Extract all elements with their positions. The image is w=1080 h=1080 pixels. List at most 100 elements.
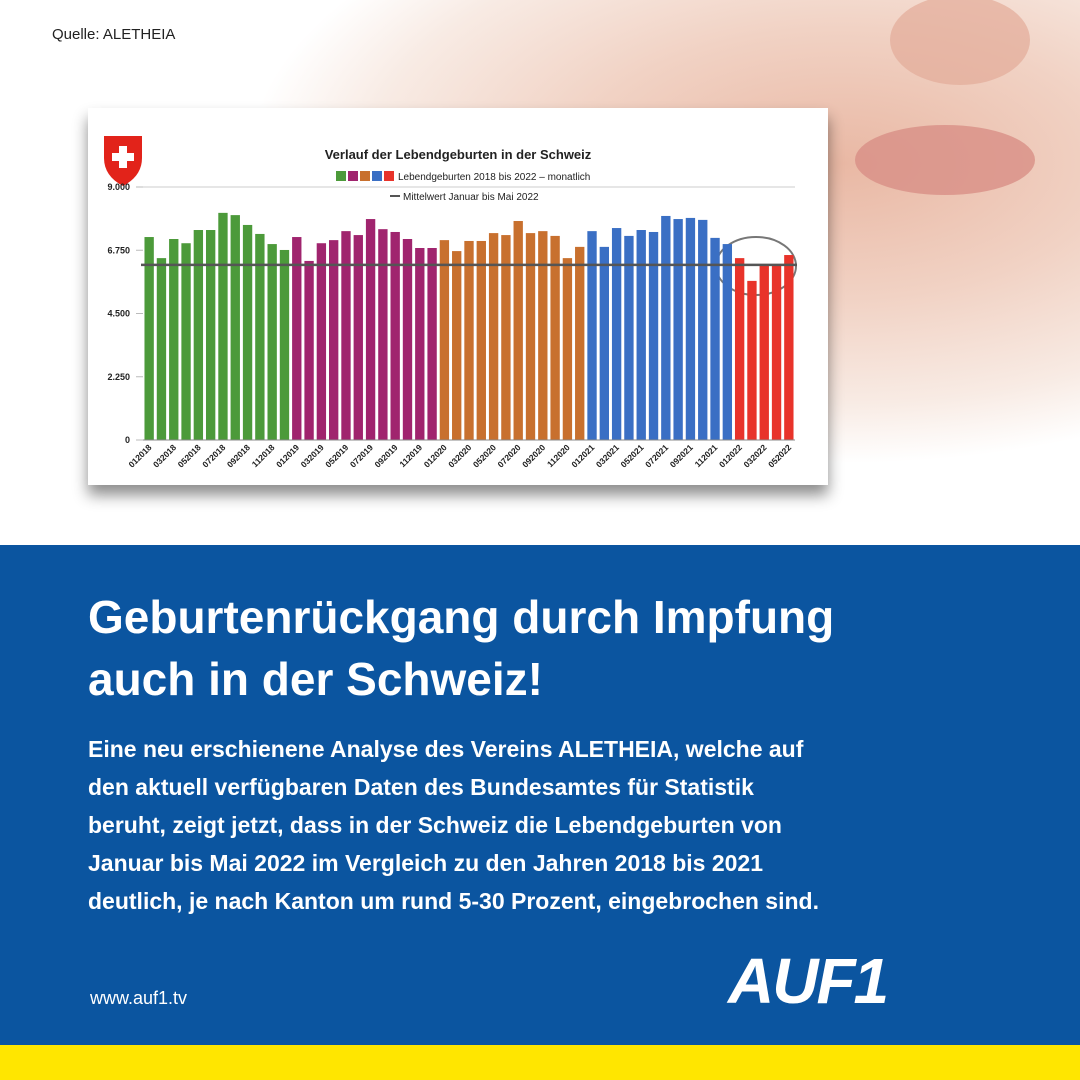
bar xyxy=(747,280,757,440)
headline: Geburtenrückgang durch Impfung auch in de… xyxy=(88,586,834,710)
bar xyxy=(488,233,499,440)
bar xyxy=(636,230,646,440)
bar xyxy=(784,255,794,440)
x-tick-label: 032020 xyxy=(446,442,473,469)
yellow-band xyxy=(0,1045,1080,1080)
bar xyxy=(476,240,486,440)
bar xyxy=(685,217,696,440)
bar xyxy=(169,239,179,440)
chart: Verlauf der Lebendgeburten in der Schwei… xyxy=(104,136,797,469)
body-line: deutlich, je nach Kanton um rund 5-30 Pr… xyxy=(88,888,819,914)
x-tick-label: 052019 xyxy=(323,442,350,469)
x-tick-label: 012019 xyxy=(274,442,301,469)
body-line: den aktuell verfügbaren Daten des Bundes… xyxy=(88,774,754,800)
x-tick-label: 012021 xyxy=(569,442,596,469)
bar xyxy=(710,237,720,440)
bar xyxy=(255,233,265,440)
x-tick-label: 072021 xyxy=(643,442,670,469)
bar xyxy=(439,240,450,440)
text-panel xyxy=(0,545,1080,1045)
y-tick-label: 6.750 xyxy=(107,245,130,255)
bar xyxy=(611,228,622,440)
body-line: beruht, zeigt jetzt, dass in der Schweiz… xyxy=(88,812,782,838)
bar xyxy=(181,243,191,440)
bar xyxy=(648,231,659,440)
bar xyxy=(587,231,597,440)
bar xyxy=(599,246,609,440)
bar xyxy=(365,219,376,440)
logo: AUF1 xyxy=(728,945,889,1017)
x-tick-label: 112020 xyxy=(545,442,572,469)
chart-card: Verlauf der Lebendgeburten in der Schwei… xyxy=(88,108,828,485)
x-tick-label: 052021 xyxy=(619,442,646,469)
bar xyxy=(722,244,733,440)
x-tick-label: 112019 xyxy=(397,442,424,469)
y-tick-label: 0 xyxy=(125,435,130,445)
body-line: Eine neu erschienene Analyse des Vereins… xyxy=(88,736,804,762)
legend: Lebendgeburten 2018 bis 2022 – monatlich… xyxy=(336,171,590,203)
bar xyxy=(562,258,573,440)
bar xyxy=(673,219,683,440)
bar xyxy=(550,235,560,440)
bar xyxy=(661,215,671,440)
bar xyxy=(144,237,154,440)
x-tick-label: 092020 xyxy=(520,442,547,469)
url: www.auf1.tv xyxy=(90,988,188,1008)
x-tick-label: 092019 xyxy=(372,442,399,469)
bar xyxy=(513,221,523,440)
x-tick-label: 012018 xyxy=(126,442,153,469)
bar xyxy=(624,235,634,440)
x-tick-label: 032018 xyxy=(151,442,178,469)
x-tick-label: 012020 xyxy=(422,442,449,469)
x-tick-label: 012022 xyxy=(717,442,744,469)
bar xyxy=(267,244,277,440)
bar xyxy=(378,229,388,440)
bar xyxy=(575,246,585,440)
x-tick-label: 092018 xyxy=(225,442,252,469)
swiss-cross xyxy=(112,146,134,168)
bar xyxy=(698,219,708,440)
x-tick-label: 052020 xyxy=(471,442,498,469)
y-tick-label: 4.500 xyxy=(107,309,130,319)
x-tick-label: 112021 xyxy=(693,442,720,469)
bar xyxy=(390,231,400,440)
body-text: Eine neu erschienene Analyse des Vereins… xyxy=(88,730,819,920)
legend-swatch xyxy=(336,171,346,181)
bar xyxy=(415,248,425,440)
bar xyxy=(292,237,302,440)
bar xyxy=(218,212,228,440)
x-tick-label: 052022 xyxy=(766,442,793,469)
bar xyxy=(452,251,462,440)
y-tick-label: 2.250 xyxy=(107,372,130,382)
bar xyxy=(501,235,511,440)
bar xyxy=(427,248,437,440)
bar xyxy=(402,239,413,440)
legend-swatch xyxy=(348,171,358,181)
x-tick-label: 092021 xyxy=(668,442,695,469)
bar xyxy=(205,230,216,440)
legend-swatch xyxy=(360,171,370,181)
bar xyxy=(316,243,327,440)
x-tick-label: 112018 xyxy=(250,442,277,469)
bar xyxy=(230,215,240,440)
bar xyxy=(734,258,745,440)
bar xyxy=(279,249,290,440)
legend-label: Mittelwert Januar bis Mai 2022 xyxy=(403,192,539,203)
bar xyxy=(242,224,253,440)
legend-swatch xyxy=(384,171,394,181)
x-tick-label: 072020 xyxy=(495,442,522,469)
bar xyxy=(304,260,314,440)
bar xyxy=(464,240,474,440)
legend-swatch xyxy=(372,171,382,181)
x-tick-label: 052018 xyxy=(176,442,203,469)
body-line: Januar bis Mai 2022 im Vergleich zu den … xyxy=(88,850,763,876)
bar xyxy=(538,231,548,440)
source: Quelle: ALETHEIA xyxy=(52,26,176,43)
bar xyxy=(156,258,167,440)
x-tick-label: 072018 xyxy=(200,442,227,469)
bar xyxy=(525,233,536,440)
bar xyxy=(353,235,363,440)
x-tick-label: 032021 xyxy=(594,442,621,469)
chart-title: Verlauf der Lebendgeburten in der Schwei… xyxy=(325,147,592,162)
